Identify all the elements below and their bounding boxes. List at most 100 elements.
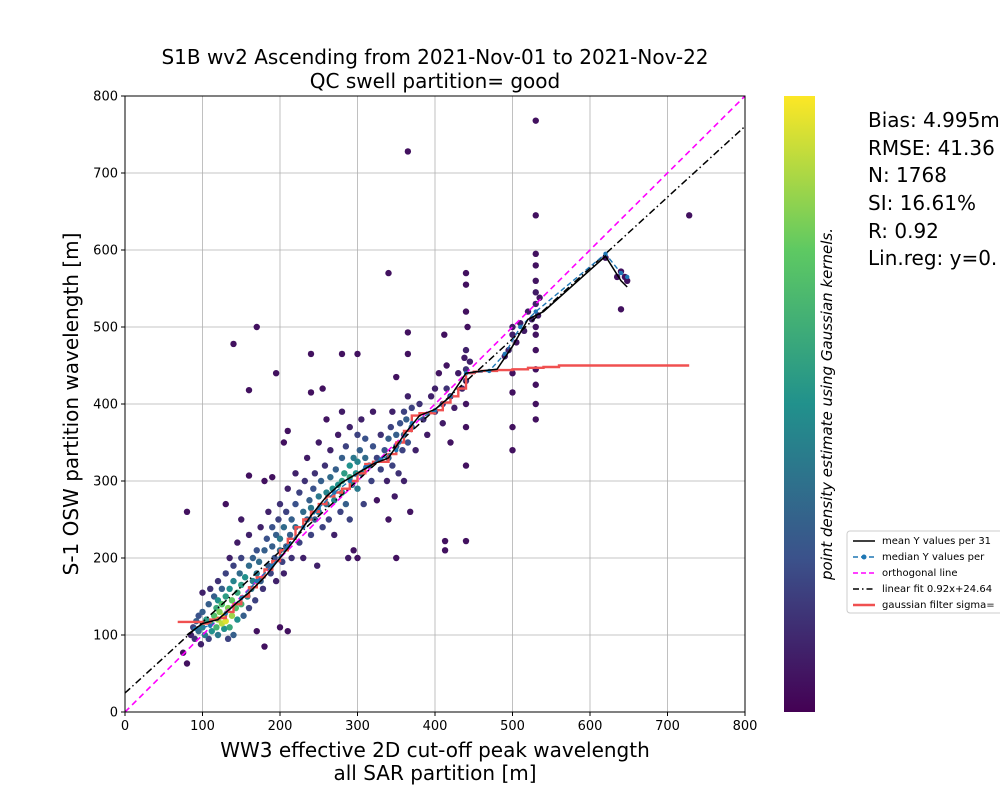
scatter-point-90 <box>272 577 280 585</box>
scatter-point-28 <box>216 608 223 616</box>
legend-entry-median: median Y values per <box>853 552 985 563</box>
scatter-point-74 <box>255 558 263 566</box>
scatter-point-88 <box>271 554 278 562</box>
scatter-point-138 <box>325 516 333 523</box>
scatter-point-105 <box>284 627 291 635</box>
legend-entry-gaussian: gaussian filter sigma= <box>853 600 995 611</box>
scatter-point-140 <box>327 447 334 454</box>
scatter-point-156 <box>345 554 352 562</box>
legend-box <box>846 530 1000 614</box>
axis-ticks: 0 100 200 300 400 500 600 700 800 0 100 200 300 400 50… <box>93 90 757 735</box>
scatter-point-118 <box>303 454 311 462</box>
stat-bias: Bias: 4.995m <box>868 108 1000 132</box>
scatter-point-190 <box>387 423 395 431</box>
scatter-point-69 <box>252 597 259 604</box>
scatter-point-11 <box>199 608 206 616</box>
scatter-point-187 <box>385 435 392 442</box>
scatter-point-175 <box>362 435 369 442</box>
scatter-point-231 <box>455 370 462 377</box>
stat-rmse: RMSE: 41.36 <box>868 136 995 160</box>
x-tick-label-7: 700 <box>655 719 680 734</box>
scatter-point-248 <box>509 331 516 338</box>
scatter-point-196 <box>393 373 400 381</box>
scatter-point-193 <box>391 493 398 500</box>
median-marker-21 <box>533 309 538 314</box>
scatter-point-132 <box>319 524 326 531</box>
scatter-point-243 <box>462 400 470 408</box>
scatter-point-12 <box>199 589 206 596</box>
scatter-point-220 <box>435 370 443 377</box>
scatter-point-65 <box>245 386 253 394</box>
scatter-point-85 <box>269 543 276 550</box>
scatter-point-159 <box>346 516 353 523</box>
scatter-point-130 <box>315 439 322 446</box>
scatter-point-281 <box>686 212 693 219</box>
scatter-point-222 <box>439 420 446 427</box>
stats-block: Bias: 4.995m RMSE: 41.36 N: 1768 SI: 16.… <box>868 108 1000 270</box>
scatter-point-40 <box>226 624 233 631</box>
x-axis-label-line-1: WW3 effective 2D cut-off peak wavelength <box>220 738 650 762</box>
scatter-point-96 <box>276 624 284 631</box>
colorbar-label: point density estimate using Gaussian ke… <box>818 228 836 581</box>
scatter-point-133 <box>319 385 326 392</box>
x-tick-label-2: 200 <box>268 719 293 734</box>
scatter-point-241 <box>462 537 470 545</box>
scatter-point-165 <box>354 458 361 465</box>
colorbar <box>784 96 815 712</box>
scatter-point-52 <box>234 539 241 546</box>
scatter-point-16 <box>205 601 212 608</box>
scatter-point-42 <box>226 554 233 562</box>
scatter-point-123 <box>307 350 315 358</box>
scatter-point-237 <box>462 269 470 277</box>
median-marker-10 <box>347 478 352 484</box>
scatter-point-63 <box>245 531 253 539</box>
scatter-point-127 <box>314 562 321 569</box>
scatter-point-238 <box>462 281 470 288</box>
scatter-point-59 <box>241 574 249 581</box>
scatter-point-265 <box>532 117 539 124</box>
scatter-point-36 <box>222 570 229 577</box>
scatter-point-263 <box>532 250 539 258</box>
scatter-point-39 <box>224 635 232 643</box>
scatter-point-217 <box>427 393 435 400</box>
scatter-point-262 <box>532 262 539 269</box>
median-marker-1 <box>208 623 213 628</box>
scatter-point-45 <box>230 631 237 639</box>
scatter-point-204 <box>403 416 410 423</box>
scatter-point-174 <box>362 454 369 462</box>
scatter-point-139 <box>327 473 334 481</box>
scatter-point-57 <box>238 516 245 523</box>
x-tick-label-6: 600 <box>578 719 603 734</box>
scatter-point-245 <box>466 358 474 365</box>
scatter-point-153 <box>341 470 348 477</box>
y-tick-label-7: 700 <box>93 167 118 182</box>
chart-title-line-1: S1B wv2 Ascending from 2021-Nov-01 to 20… <box>161 45 708 69</box>
scatter-point-146 <box>334 431 342 438</box>
scatter-point-104 <box>284 427 291 435</box>
scatter-point-19 <box>208 627 215 635</box>
scatter-point-71 <box>253 547 260 554</box>
scatter-point-216 <box>424 431 431 438</box>
scatter-point-92 <box>275 516 282 523</box>
y-tick-label-1: 100 <box>93 629 118 644</box>
scatter-point-67 <box>249 554 257 562</box>
scatter-point-170 <box>356 447 364 454</box>
scatter-point-35 <box>222 593 229 600</box>
scatter-point-76 <box>257 524 264 531</box>
scatter-point-61 <box>245 562 253 569</box>
scatter-point-131 <box>317 477 325 485</box>
legend-marker-median <box>861 554 867 560</box>
scatter-point-210 <box>407 508 414 515</box>
scatter-point-48 <box>230 340 237 348</box>
scatter-point-109 <box>292 500 299 508</box>
scatter-point-253 <box>509 423 516 431</box>
scatter-point-236 <box>462 346 470 354</box>
scatter-point-182 <box>377 466 384 473</box>
scatter-point-169 <box>354 350 361 358</box>
scatter-point-44 <box>228 597 236 604</box>
scatter-point-73 <box>253 323 260 331</box>
scatter-point-158 <box>346 462 353 469</box>
scatter-point-10 <box>199 624 206 631</box>
scatter-point-80 <box>261 477 268 485</box>
scatter-point-121 <box>307 531 315 539</box>
